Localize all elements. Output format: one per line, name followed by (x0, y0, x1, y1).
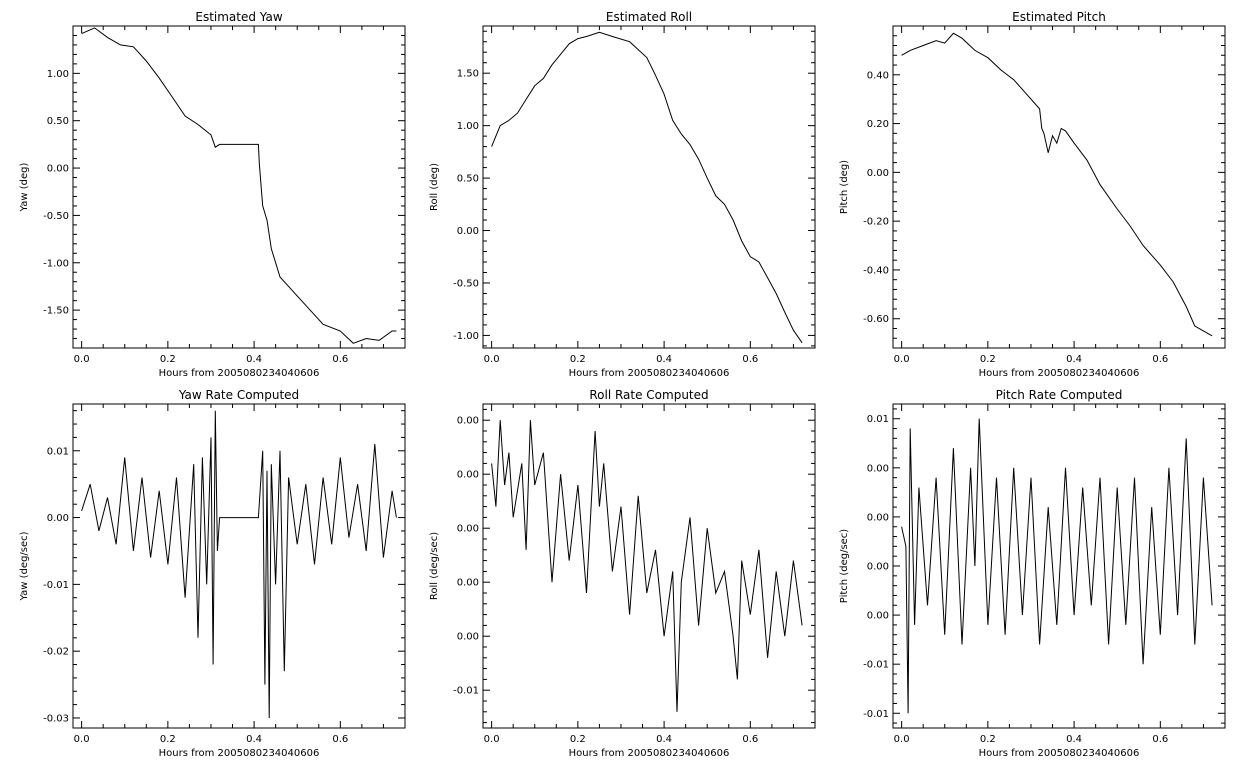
yaw-rate-x-tick-label: 0.4 (246, 734, 262, 745)
pitch-y-tick-label: 0.20 (867, 119, 889, 130)
pitch-rate-chart-title: Pitch Rate Computed (996, 388, 1123, 402)
roll-chart-title: Estimated Roll (606, 10, 692, 24)
roll-rate-y-tick-label: 0.00 (457, 524, 479, 535)
roll-series-line (491, 31, 803, 344)
yaw-rate-panel: Yaw Rate Computed Hours from 200508023404… (19, 388, 406, 759)
yaw-rate-plot-frame (72, 403, 406, 729)
pitch-rate-y-tick-label: -0.01 (863, 660, 889, 671)
yaw-y-tick-label: 0.00 (47, 164, 69, 175)
yaw-rate-y-tick-label: 0.01 (47, 446, 69, 457)
roll-x-tick-label: 0.0 (484, 354, 500, 365)
roll-rate-chart-title: Roll Rate Computed (589, 388, 708, 402)
pitch-y-tick-label: -0.60 (863, 314, 889, 325)
pitch-x-axis-label: Hours from 2005080234040606 (979, 368, 1140, 379)
yaw-y-tick-label: -0.50 (43, 211, 69, 222)
yaw-rate-y-axis-label: Yaw (deg/sec) (19, 531, 30, 601)
yaw-y-tick-label: -1.50 (43, 306, 69, 317)
yaw-panel: Estimated Yaw Hours from 2005080234040606… (19, 10, 406, 379)
pitch-rate-y-tick-label: 0.00 (867, 611, 889, 622)
roll-rate-x-tick-label: 0.4 (656, 734, 672, 745)
roll-y-tick-label: -1.00 (453, 331, 479, 342)
roll-x-tick-label: 0.6 (742, 354, 758, 365)
pitch-plot-frame (892, 25, 1226, 349)
pitch-rate-y-tick-label: 0.00 (867, 512, 889, 523)
pitch-rate-y-tick-label: 0.00 (867, 463, 889, 474)
yaw-x-tick-label: 0.6 (332, 354, 348, 365)
yaw-rate-y-tick-label: 0.00 (47, 513, 69, 524)
pitch-rate-x-tick-label: 0.0 (894, 734, 910, 745)
yaw-rate-x-tick-label: 0.0 (74, 734, 90, 745)
pitch-rate-y-tick-label: 0.00 (867, 562, 889, 573)
roll-rate-x-tick-label: 0.0 (484, 734, 500, 745)
pitch-x-tick-label: 0.2 (980, 354, 996, 365)
roll-y-tick-label: 1.50 (457, 69, 479, 80)
pitch-panel: Estimated Pitch Hours from 20050802340406… (839, 10, 1226, 379)
roll-rate-y-tick-label: 0.00 (457, 416, 479, 427)
yaw-x-tick-label: 0.4 (246, 354, 262, 365)
yaw-rate-y-tick-label: -0.03 (43, 713, 69, 724)
roll-rate-y-tick-label: -0.01 (453, 686, 479, 697)
pitch-x-tick-label: 0.6 (1152, 354, 1168, 365)
roll-x-tick-label: 0.2 (570, 354, 586, 365)
pitch-y-tick-label: 0.00 (867, 168, 889, 179)
yaw-plot-frame (72, 25, 406, 349)
yaw-x-tick-label: 0.2 (160, 354, 176, 365)
pitch-rate-x-tick-label: 0.2 (980, 734, 996, 745)
roll-y-tick-label: 1.00 (457, 121, 479, 132)
roll-rate-y-axis-label: Roll (deg/sec) (429, 532, 440, 600)
pitch-rate-y-tick-label: -0.01 (863, 709, 889, 720)
yaw-y-tick-label: 0.50 (47, 116, 69, 127)
roll-y-axis-label: Roll (deg) (429, 163, 440, 211)
roll-rate-x-axis-label: Hours from 2005080234040606 (569, 748, 730, 759)
yaw-rate-x-axis-label: Hours from 2005080234040606 (159, 748, 320, 759)
roll-panel: Estimated Roll Hours from 200508023404060… (429, 10, 816, 379)
yaw-y-axis-label: Yaw (deg) (19, 162, 30, 212)
yaw-rate-series-line (81, 410, 397, 719)
pitch-rate-x-tick-label: 0.6 (1152, 734, 1168, 745)
roll-rate-x-tick-label: 0.6 (742, 734, 758, 745)
roll-rate-series-line (491, 420, 803, 712)
roll-y-tick-label: 0.50 (457, 174, 479, 185)
pitch-x-tick-label: 0.4 (1066, 354, 1082, 365)
pitch-y-tick-label: -0.40 (863, 265, 889, 276)
yaw-x-axis-label: Hours from 2005080234040606 (159, 368, 320, 379)
yaw-rate-y-tick-label: -0.02 (43, 647, 69, 658)
roll-y-tick-label: 0.00 (457, 226, 479, 237)
pitch-rate-x-tick-label: 0.4 (1066, 734, 1082, 745)
pitch-y-axis-label: Pitch (deg) (839, 160, 850, 214)
roll-x-tick-label: 0.4 (656, 354, 672, 365)
roll-rate-y-tick-label: 0.00 (457, 470, 479, 481)
roll-rate-plot-frame (482, 403, 816, 729)
roll-rate-panel: Roll Rate Computed Hours from 20050802340… (429, 388, 816, 759)
yaw-y-tick-label: 1.00 (47, 69, 69, 80)
pitch-y-tick-label: 0.40 (867, 70, 889, 81)
yaw-y-tick-label: -1.00 (43, 258, 69, 269)
yaw-chart-title: Estimated Yaw (195, 10, 282, 24)
yaw-rate-x-tick-label: 0.2 (160, 734, 176, 745)
pitch-y-tick-label: -0.20 (863, 217, 889, 228)
yaw-rate-x-tick-label: 0.6 (332, 734, 348, 745)
yaw-rate-y-tick-label: -0.01 (43, 580, 69, 591)
roll-rate-x-tick-label: 0.2 (570, 734, 586, 745)
pitch-rate-x-axis-label: Hours from 2005080234040606 (979, 748, 1140, 759)
roll-y-tick-label: -0.50 (453, 278, 479, 289)
roll-x-axis-label: Hours from 2005080234040606 (569, 368, 730, 379)
yaw-x-tick-label: 0.0 (74, 354, 90, 365)
yaw-series-line (81, 27, 397, 344)
pitch-x-tick-label: 0.0 (894, 354, 910, 365)
roll-plot-frame (482, 25, 816, 349)
roll-rate-y-tick-label: 0.00 (457, 578, 479, 589)
pitch-rate-y-axis-label: Pitch (deg/sec) (839, 529, 850, 604)
pitch-series-line (901, 32, 1213, 337)
pitch-rate-panel: Pitch Rate Computed Hours from 2005080234… (839, 388, 1226, 759)
pitch-rate-series-line (901, 418, 1213, 714)
roll-rate-y-tick-label: 0.00 (457, 632, 479, 643)
yaw-rate-chart-title: Yaw Rate Computed (178, 388, 299, 402)
pitch-chart-title: Estimated Pitch (1012, 10, 1106, 24)
pitch-rate-y-tick-label: 0.01 (867, 414, 889, 425)
